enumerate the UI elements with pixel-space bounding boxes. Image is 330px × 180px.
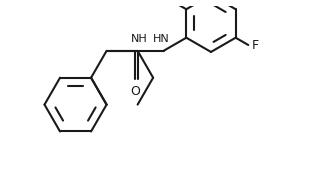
Text: F: F bbox=[251, 39, 258, 51]
Text: NH: NH bbox=[131, 34, 148, 44]
Text: HN: HN bbox=[153, 34, 170, 44]
Text: O: O bbox=[130, 85, 140, 98]
